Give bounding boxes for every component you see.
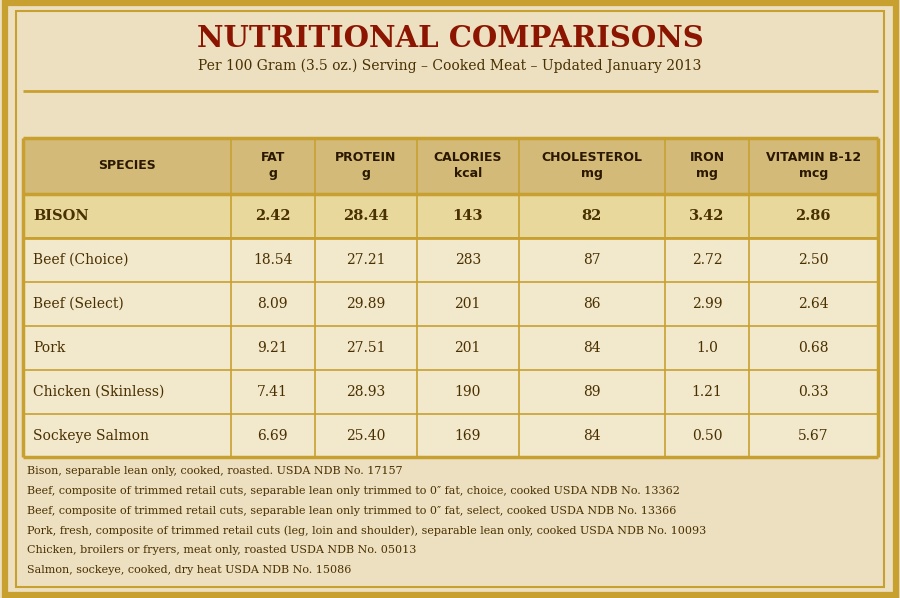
Text: CALORIES
kcal: CALORIES kcal [434, 151, 502, 181]
Text: Beef, composite of trimmed retail cuts, separable lean only trimmed to 0″ fat, s: Beef, composite of trimmed retail cuts, … [27, 506, 677, 516]
Bar [22, 326, 878, 370]
Text: FAT
g: FAT g [261, 151, 285, 181]
Text: 2.86: 2.86 [796, 209, 831, 223]
Bar [22, 194, 878, 238]
Text: 0.68: 0.68 [798, 341, 829, 355]
Text: CHOLESTEROL
mg: CHOLESTEROL mg [541, 151, 643, 181]
Text: 201: 201 [454, 297, 481, 311]
Text: 28.93: 28.93 [346, 385, 385, 399]
Text: 143: 143 [453, 209, 483, 223]
Text: BISON: BISON [33, 209, 89, 223]
Text: 3.42: 3.42 [689, 209, 724, 223]
Bar [22, 238, 878, 282]
Bar [22, 282, 878, 326]
Text: PROTEIN
g: PROTEIN g [335, 151, 397, 181]
Text: 18.54: 18.54 [253, 253, 292, 267]
Text: 1.0: 1.0 [696, 341, 718, 355]
Text: NUTRITIONAL COMPARISONS: NUTRITIONAL COMPARISONS [196, 25, 704, 53]
Text: Beef, composite of trimmed retail cuts, separable lean only trimmed to 0″ fat, c: Beef, composite of trimmed retail cuts, … [27, 486, 680, 496]
Text: 82: 82 [581, 209, 602, 223]
Text: Pork: Pork [33, 341, 66, 355]
Text: 25.40: 25.40 [346, 429, 385, 443]
Text: 2.50: 2.50 [798, 253, 829, 267]
Text: IRON
mg: IRON mg [689, 151, 724, 181]
Text: 169: 169 [454, 429, 481, 443]
Text: 190: 190 [454, 385, 481, 399]
Text: 7.41: 7.41 [257, 385, 288, 399]
Text: 27.21: 27.21 [346, 253, 385, 267]
Text: Chicken (Skinless): Chicken (Skinless) [33, 385, 165, 399]
Text: 2.64: 2.64 [798, 297, 829, 311]
Text: 84: 84 [583, 341, 600, 355]
Text: Beef (Select): Beef (Select) [33, 297, 124, 311]
Text: 9.21: 9.21 [257, 341, 288, 355]
Text: 1.21: 1.21 [691, 385, 723, 399]
Text: 27.51: 27.51 [346, 341, 385, 355]
Text: 84: 84 [583, 429, 600, 443]
Text: 283: 283 [454, 253, 481, 267]
Text: 87: 87 [583, 253, 600, 267]
Bar [22, 138, 878, 194]
Text: Pork, fresh, composite of trimmed retail cuts (leg, loin and shoulder), separabl: Pork, fresh, composite of trimmed retail… [27, 526, 706, 536]
Text: 2.72: 2.72 [691, 253, 723, 267]
Text: 2.42: 2.42 [255, 209, 291, 223]
Text: 0.33: 0.33 [798, 385, 829, 399]
Text: Sockeye Salmon: Sockeye Salmon [33, 429, 149, 443]
Text: Per 100 Gram (3.5 oz.) Serving – Cooked Meat – Updated January 2013: Per 100 Gram (3.5 oz.) Serving – Cooked … [198, 59, 702, 73]
Text: 8.09: 8.09 [257, 297, 288, 311]
Text: 201: 201 [454, 341, 481, 355]
Text: VITAMIN B-12
mcg: VITAMIN B-12 mcg [766, 151, 860, 181]
Text: 2.99: 2.99 [692, 297, 722, 311]
Text: Chicken, broilers or fryers, meat only, roasted USDA NDB No. 05013: Chicken, broilers or fryers, meat only, … [27, 545, 417, 556]
Text: Bison, separable lean only, cooked, roasted. USDA NDB No. 17157: Bison, separable lean only, cooked, roas… [27, 466, 402, 477]
Text: 5.67: 5.67 [798, 429, 829, 443]
Text: 28.44: 28.44 [343, 209, 389, 223]
Text: 86: 86 [583, 297, 600, 311]
Bar [22, 370, 878, 414]
Text: SPECIES: SPECIES [98, 160, 156, 172]
Text: 29.89: 29.89 [346, 297, 385, 311]
Text: Beef (Choice): Beef (Choice) [33, 253, 129, 267]
Text: 0.50: 0.50 [692, 429, 722, 443]
Bar [22, 414, 878, 457]
Text: 6.69: 6.69 [257, 429, 288, 443]
Text: Salmon, sockeye, cooked, dry heat USDA NDB No. 15086: Salmon, sockeye, cooked, dry heat USDA N… [27, 565, 351, 575]
Text: 89: 89 [583, 385, 600, 399]
